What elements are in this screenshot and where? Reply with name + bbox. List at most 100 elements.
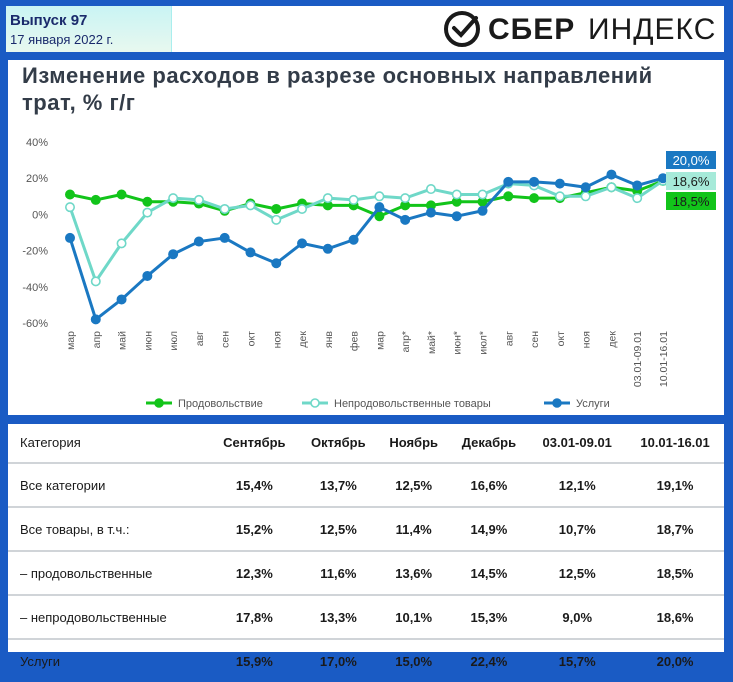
data-point xyxy=(142,207,153,218)
issue-date: 17 января 2022 г. xyxy=(10,32,114,47)
chart-panel: Изменение расходов в разрезе основных на… xyxy=(8,60,724,415)
legend-label: Продовольствие xyxy=(178,398,263,410)
data-point xyxy=(64,232,75,243)
table-header-row: Категория Сентябрь Октябрь Ноябрь Декабрь 03.… xyxy=(8,424,724,464)
data-point xyxy=(451,189,462,200)
table-cell: 12,5% xyxy=(298,507,378,552)
data-point xyxy=(477,189,488,200)
table-cell: 12,1% xyxy=(528,463,627,508)
data-point xyxy=(554,191,565,202)
table-cell: 12,3% xyxy=(209,551,299,596)
data-point xyxy=(348,194,359,205)
y-tick-label: -40% xyxy=(22,282,48,294)
data-point xyxy=(322,243,333,254)
data-point xyxy=(245,247,256,258)
x-tick-label: июн* xyxy=(452,331,464,355)
data-point xyxy=(657,173,668,184)
data-point xyxy=(90,314,101,325)
header: Выпуск 97 17 января 2022 г. СБЕР ИНДЕКС xyxy=(6,6,724,52)
row-category-label: Все товары, в т.ч.: xyxy=(8,507,210,552)
legend-label: Непродовольственные товары xyxy=(334,398,491,410)
table-cell: 15,9% xyxy=(235,653,273,669)
data-table: Категория Сентябрь Октябрь Ноябрь Декабрь 03.… xyxy=(8,424,724,682)
table-cell: 14,9% xyxy=(449,507,529,552)
x-tick-label: 03.01-09.01 xyxy=(632,331,644,387)
x-tick-label: май xyxy=(117,331,129,350)
end-label-box xyxy=(666,192,716,210)
x-tick-label: апр xyxy=(91,331,103,349)
data-point xyxy=(193,236,204,247)
table-cell: 10,1% xyxy=(377,595,450,640)
x-tick-label: ноя xyxy=(581,331,593,348)
data-point xyxy=(297,238,308,249)
table-cell: 13,7% xyxy=(298,463,378,508)
table-cell: 10,7% xyxy=(528,507,627,552)
table-cell: 18,6% xyxy=(626,595,724,640)
issue-box: Выпуск 97 17 января 2022 г. xyxy=(6,6,172,52)
x-tick-label: июл* xyxy=(478,331,490,355)
x-tick-label: янв xyxy=(323,331,335,348)
x-tick-label: апр* xyxy=(400,331,412,352)
data-point xyxy=(64,189,75,200)
x-tick-label: окт xyxy=(245,331,257,347)
legend-marker xyxy=(552,398,562,408)
data-point xyxy=(271,214,282,225)
data-point xyxy=(374,191,385,202)
data-point xyxy=(64,202,75,213)
table-cell: 12,5% xyxy=(528,551,627,596)
table-panel: Категория Сентябрь Октябрь Ноябрь Декабрь 03.… xyxy=(8,424,724,669)
x-tick-label: мар xyxy=(374,331,386,350)
data-point xyxy=(116,294,127,305)
table-cell: 22,4% xyxy=(470,653,508,669)
column-header: 03.01-09.01 xyxy=(528,424,627,464)
data-point xyxy=(245,200,256,211)
table-cell: 12,5% xyxy=(377,463,450,508)
data-point xyxy=(90,194,101,205)
issue-number: Выпуск 97 xyxy=(10,12,88,29)
row-category-label: Все категории xyxy=(8,463,210,508)
table-cell: 11,4% xyxy=(377,507,450,552)
legend-label: Услуги xyxy=(576,398,610,410)
column-header-category: Категория xyxy=(8,424,210,464)
x-tick-label: 10.01-16.01 xyxy=(658,331,670,387)
table-cell: 20,0% xyxy=(656,653,694,669)
data-point xyxy=(400,193,411,204)
data-point xyxy=(400,214,411,225)
end-label: 18,6% xyxy=(673,174,710,189)
table-row: – непродовольственные 17,8% 13,3% 10,1% 15,3… xyxy=(8,595,724,640)
column-header: Октябрь xyxy=(298,424,378,464)
data-point xyxy=(606,169,617,180)
x-tick-label: дек xyxy=(606,331,618,348)
table-cell: 15,0% xyxy=(395,653,433,669)
data-point xyxy=(116,238,127,249)
logo-text-sber: СБЕР xyxy=(488,13,576,46)
sber-check-icon xyxy=(444,11,480,47)
data-point xyxy=(219,232,230,243)
x-tick-label: мар xyxy=(65,331,77,350)
data-point xyxy=(168,249,179,260)
data-point xyxy=(142,196,153,207)
x-tick-label: фев xyxy=(349,331,361,351)
data-point xyxy=(425,184,436,195)
table-cell: 15,4% xyxy=(209,463,299,508)
y-tick-label: -60% xyxy=(22,318,48,330)
table-cell: 17,8% xyxy=(209,595,299,640)
data-point xyxy=(271,258,282,269)
x-tick-label: июн xyxy=(142,331,154,351)
data-point xyxy=(503,176,514,187)
line-chart: 40% 20% 0% -20% -40% -60% мар апр май июн июл авг се… xyxy=(22,137,716,410)
sber-index-logo: СБЕР ИНДЕКС xyxy=(440,9,720,49)
x-tick-label: дек xyxy=(297,331,309,348)
data-point xyxy=(529,176,540,187)
table-cell: 9,0% xyxy=(528,595,627,640)
data-point xyxy=(425,207,436,218)
x-tick-label: авг xyxy=(194,331,206,346)
chart-title: Изменение расходов в разрезе основных на… xyxy=(22,63,653,115)
data-point xyxy=(374,202,385,213)
data-point xyxy=(142,270,153,281)
table-cell: 14,5% xyxy=(449,551,529,596)
row-category-label: – непродовольственные xyxy=(8,595,210,640)
data-point xyxy=(116,189,127,200)
end-label-box xyxy=(666,151,716,169)
data-point xyxy=(322,193,333,204)
